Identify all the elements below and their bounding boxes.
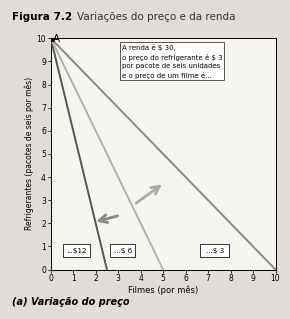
Text: A renda é $ 30,
o preço do refrigerante é $ 3
por pacote de seis unidades
e o pr: A renda é $ 30, o preço do refrigerante … xyxy=(122,44,222,79)
Y-axis label: Refrigerantes (pacotes de seis por mês): Refrigerantes (pacotes de seis por mês) xyxy=(25,77,34,231)
FancyBboxPatch shape xyxy=(200,244,229,257)
Text: Figura 7.2: Figura 7.2 xyxy=(12,12,72,22)
Text: ...$12: ...$12 xyxy=(66,248,87,254)
Text: ...$ 6: ...$ 6 xyxy=(114,248,132,254)
Text: (a) Variação do preço: (a) Variação do preço xyxy=(12,297,129,307)
Text: Variações do preço e da renda: Variações do preço e da renda xyxy=(77,12,235,22)
Text: A: A xyxy=(52,34,60,44)
Text: ...$ 3: ...$ 3 xyxy=(206,248,224,254)
FancyBboxPatch shape xyxy=(110,244,135,257)
X-axis label: Filmes (por mês): Filmes (por mês) xyxy=(128,286,198,295)
FancyBboxPatch shape xyxy=(63,244,90,257)
